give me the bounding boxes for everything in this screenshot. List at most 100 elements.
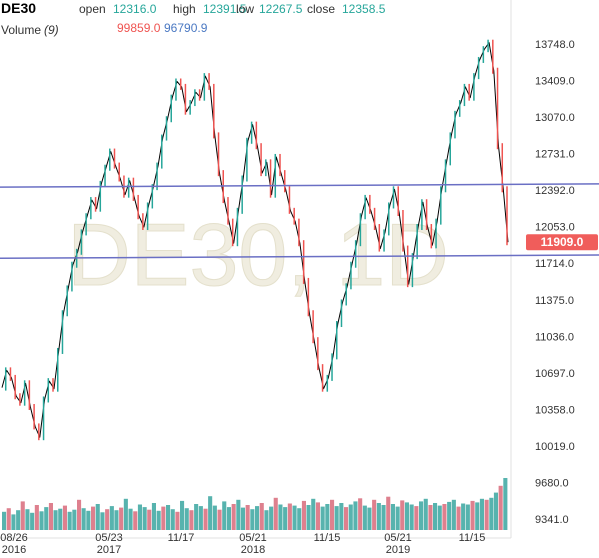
volume-bar	[203, 508, 208, 530]
volume-bar	[419, 501, 424, 530]
volume-bar	[470, 500, 475, 530]
upper-trendline[interactable]	[0, 183, 599, 188]
volume-bar	[301, 500, 306, 530]
volume-bar	[400, 500, 405, 530]
volume-bar	[475, 502, 480, 530]
volume-bar	[105, 509, 110, 530]
volume-bar	[166, 505, 171, 530]
volume-bar	[20, 501, 25, 530]
volume-bar	[437, 505, 442, 530]
volume-bar	[386, 496, 391, 530]
time-tick-year: 2016	[2, 544, 26, 556]
volume-bar	[222, 501, 227, 530]
price-tick-label: 12731.0	[535, 149, 575, 161]
low-label: low	[236, 2, 254, 16]
volume-bar	[123, 498, 128, 530]
volume-bar	[442, 504, 447, 530]
time-tick-label: 05/21	[239, 532, 267, 544]
price-tick-label: 13409.0	[535, 76, 575, 88]
volume-period: (9)	[44, 23, 59, 37]
volume-bar	[259, 503, 264, 530]
volume-bar	[404, 502, 409, 530]
price-tick-label: 12053.0	[535, 222, 575, 234]
low-value: 12267.5	[259, 2, 303, 16]
watermark-text: DE30, 1D	[67, 205, 449, 304]
volume-bar	[100, 512, 105, 530]
volume-bar	[381, 505, 386, 530]
volume-bar	[278, 504, 283, 530]
volume-bar	[231, 504, 236, 530]
volume-bar	[81, 508, 86, 530]
high-value: 12391.5	[203, 2, 247, 16]
open-label: open	[79, 2, 106, 16]
volume-bar	[156, 510, 161, 530]
volume-bar	[409, 504, 414, 530]
price-tick-label: 10019.0	[535, 441, 575, 453]
volume-bar	[250, 509, 255, 530]
volume-bar	[72, 509, 77, 530]
price-scale[interactable]: 13748.0 13409.0 13070.0 12731.0 12392.0 12053…	[535, 39, 575, 526]
volume-bar	[133, 511, 138, 530]
volume-bar	[189, 510, 194, 530]
volume-value: 99859.0	[117, 21, 161, 35]
price-tick-label: 10358.0	[535, 404, 575, 416]
price-tick-label: 11714.0	[535, 258, 574, 270]
volume-bar	[255, 506, 260, 530]
lower-trendline[interactable]	[0, 254, 599, 260]
close-label: close	[307, 2, 335, 16]
time-tick-year: 2019	[386, 544, 410, 556]
volume-bar	[273, 497, 278, 530]
time-tick-label: 11/15	[314, 532, 341, 544]
volume-bar	[489, 497, 494, 530]
price-tick-label: 9680.0	[535, 477, 569, 489]
volume-bar	[269, 506, 274, 530]
volume-bar	[423, 498, 428, 530]
open-value: 12316.0	[113, 2, 157, 16]
volume-bar	[447, 501, 452, 530]
current-price-badge: 11909.0	[526, 234, 598, 251]
volume-bar	[44, 507, 49, 530]
volume-bar	[390, 504, 395, 530]
volume-bar	[194, 504, 199, 530]
volume-bar	[62, 505, 67, 530]
volume-bar	[264, 510, 269, 530]
volume-bar	[292, 505, 297, 530]
volume-bar	[217, 509, 222, 530]
close-value: 12358.5	[342, 2, 386, 16]
volume-bar	[30, 512, 35, 530]
volume-bar	[2, 511, 7, 530]
volume-bar	[493, 492, 498, 530]
volume-bar	[339, 503, 344, 530]
trendlines[interactable]	[0, 183, 599, 260]
volume-bar	[311, 498, 316, 530]
volume-bar	[208, 496, 213, 530]
volume-bar	[498, 485, 503, 530]
volume-bar	[456, 506, 461, 530]
volume-bar	[465, 504, 470, 530]
volume-bar	[86, 510, 91, 530]
volume-bar	[433, 503, 438, 530]
volume-bar	[137, 504, 142, 530]
legend-header: DE30 open 12316.0 high 12391.5 low 12267…	[1, 0, 386, 37]
volume-bar	[114, 510, 119, 530]
time-tick-label: 11/17	[168, 532, 195, 544]
price-axis-bg	[511, 0, 599, 558]
price-tick-label: 10697.0	[535, 368, 575, 380]
price-tick-label: 11036.0	[535, 331, 574, 343]
current-price-badge-bg	[526, 234, 598, 251]
volume-bar	[67, 511, 72, 530]
volume-bar	[180, 500, 185, 530]
volume-bar	[325, 504, 330, 530]
time-tick-label: 11/15	[459, 532, 486, 544]
time-tick-label: 05/21	[384, 532, 412, 544]
volume-bar	[428, 505, 433, 530]
volume-bar	[109, 506, 114, 530]
volume-bar	[353, 501, 358, 530]
price-tick-label: 9341.0	[535, 514, 569, 526]
volume-bar	[334, 506, 339, 530]
volume-bar	[95, 504, 100, 530]
volume-bar	[240, 507, 245, 530]
price-tick-label: 11375.0	[535, 295, 574, 307]
